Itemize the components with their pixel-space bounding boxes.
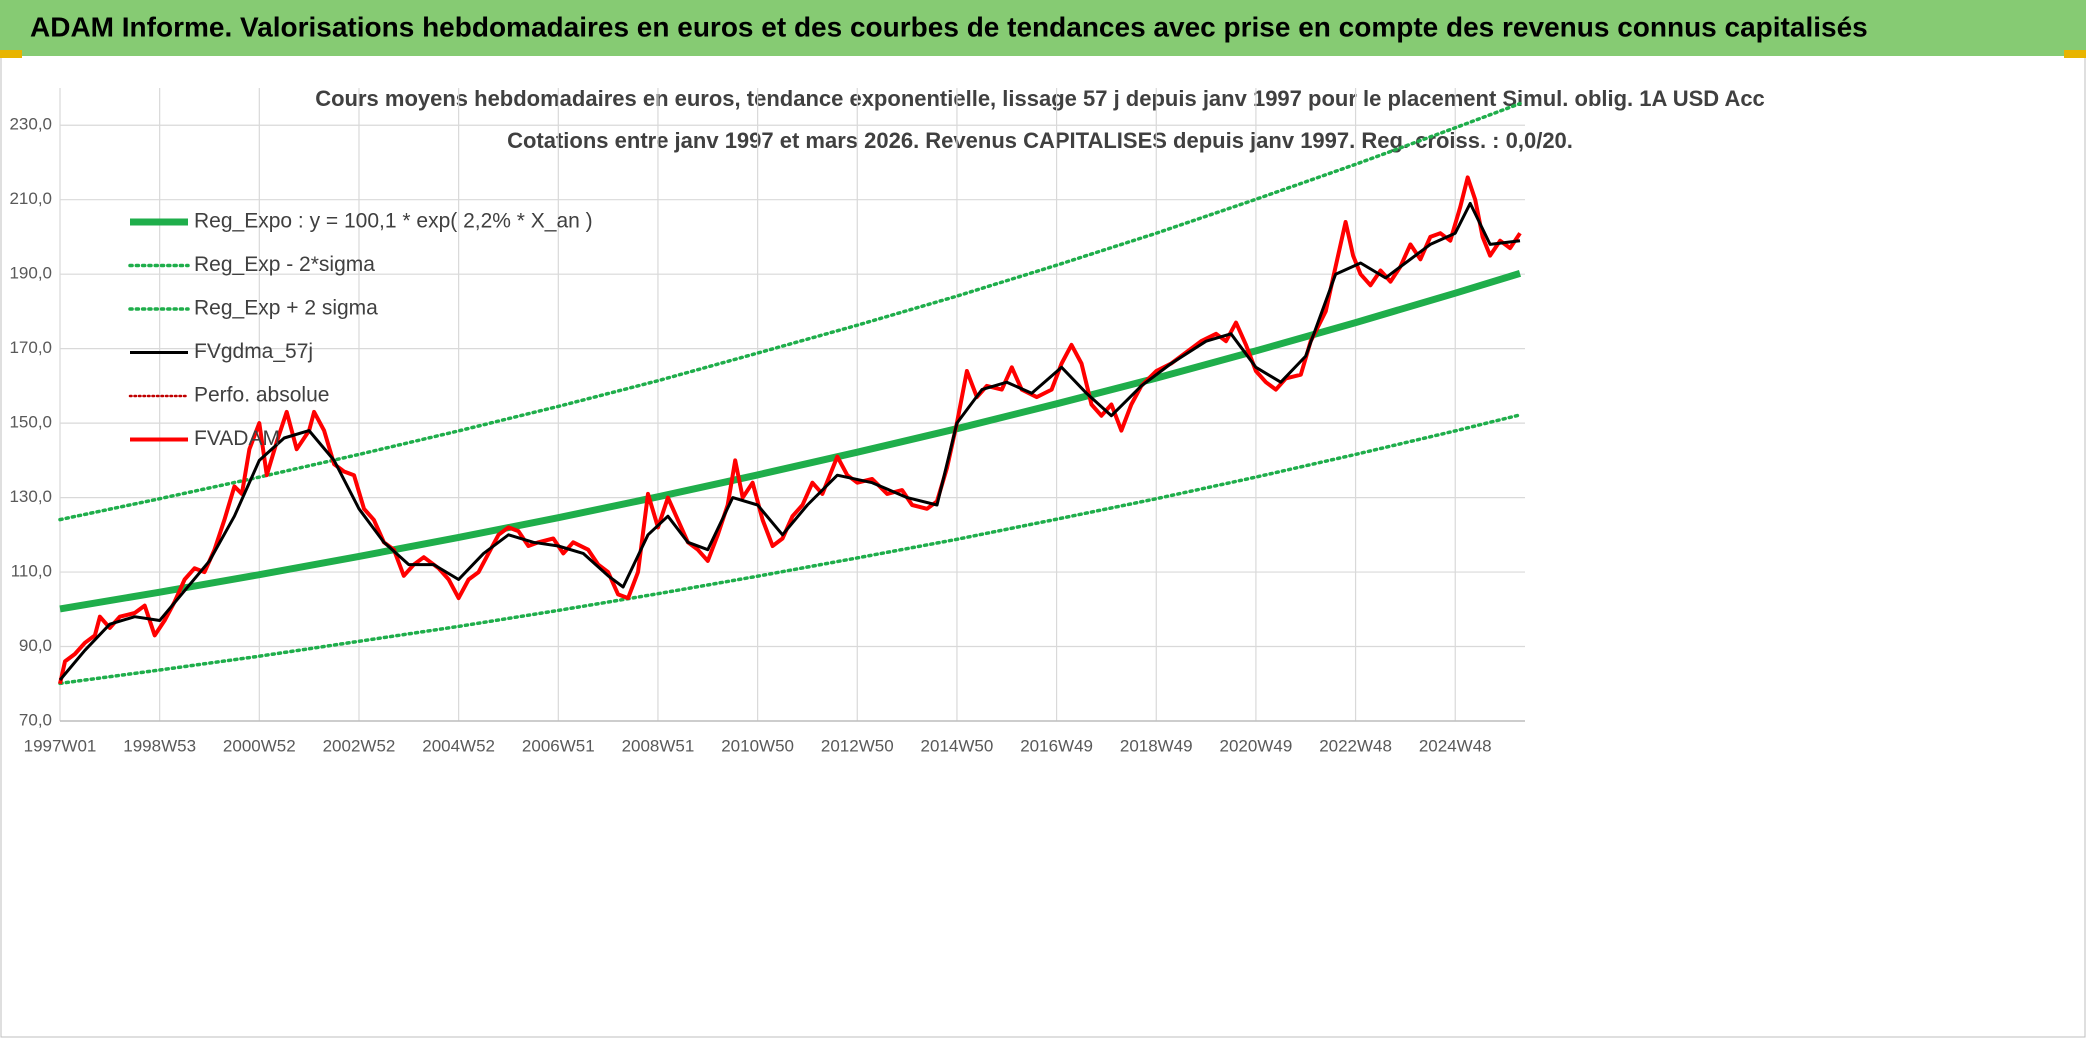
x-tick-label: 2014W50 [921,736,994,755]
series-line [58,101,1522,522]
legend-label: FVgdma_57j [194,340,313,363]
x-tick-label: 2010W50 [721,736,794,755]
y-tick-label: 230,0 [9,115,52,134]
series-line [58,175,1522,685]
chart-subtitle: Cotations entre janv 1997 et mars 2026. … [507,128,1573,153]
x-tick-label: 2004W52 [422,736,495,755]
series-line [59,270,1522,613]
grid: 70,0 90,0 110,0 130,0 150,0 170,0 190,0 210,0 23… [9,88,1525,755]
x-tick-label: 2020W49 [1220,736,1293,755]
legend-label: FVADAM [194,427,280,450]
x-tick-label: 2008W51 [622,736,695,755]
legend-label: Reg_Expo : y = 100,1 * exp( 2,2% * X_an … [194,210,593,233]
series-line [58,413,1522,686]
y-tick-label: 170,0 [9,338,52,357]
x-tick-label: 1998W53 [123,736,196,755]
x-tick-label: 2012W50 [821,736,894,755]
plot [58,101,1522,686]
x-tick-label: 2018W49 [1120,736,1193,755]
chart-title: Cours moyens hebdomadaires en euros, ten… [315,86,1765,111]
x-tick-label: 2006W51 [522,736,595,755]
banner-bar [0,0,2086,56]
corner [2064,50,2086,58]
banner: ADAM Informe. Valorisations hebdomadaire… [30,11,1868,42]
y-tick-label: 150,0 [9,413,52,432]
x-tick-label: 2000W52 [223,736,296,755]
corner [0,50,22,58]
legend-label: Reg_Exp + 2 sigma [194,297,378,320]
y-tick-label: 130,0 [9,487,52,506]
y-tick-label: 90,0 [19,636,52,655]
x-tick-label: 2002W52 [323,736,396,755]
series-line [58,201,1521,681]
y-tick-label: 110,0 [11,562,52,581]
x-tick-label: 2016W49 [1020,736,1093,755]
legend-label: Perfo. absolue [194,384,329,407]
x-tick-label: 1997W01 [24,736,97,755]
legend-label: Reg_Exp - 2*sigma [194,253,375,276]
y-tick-label: 70,0 [19,710,52,729]
y-tick-label: 190,0 [9,264,52,283]
x-tick-label: 2022W48 [1319,736,1392,755]
x-tick-label: 2024W48 [1419,736,1492,755]
legend: Reg_Expo : y = 100,1 * exp( 2,2% * X_an … [128,210,593,450]
y-tick-label: 210,0 [9,189,52,208]
